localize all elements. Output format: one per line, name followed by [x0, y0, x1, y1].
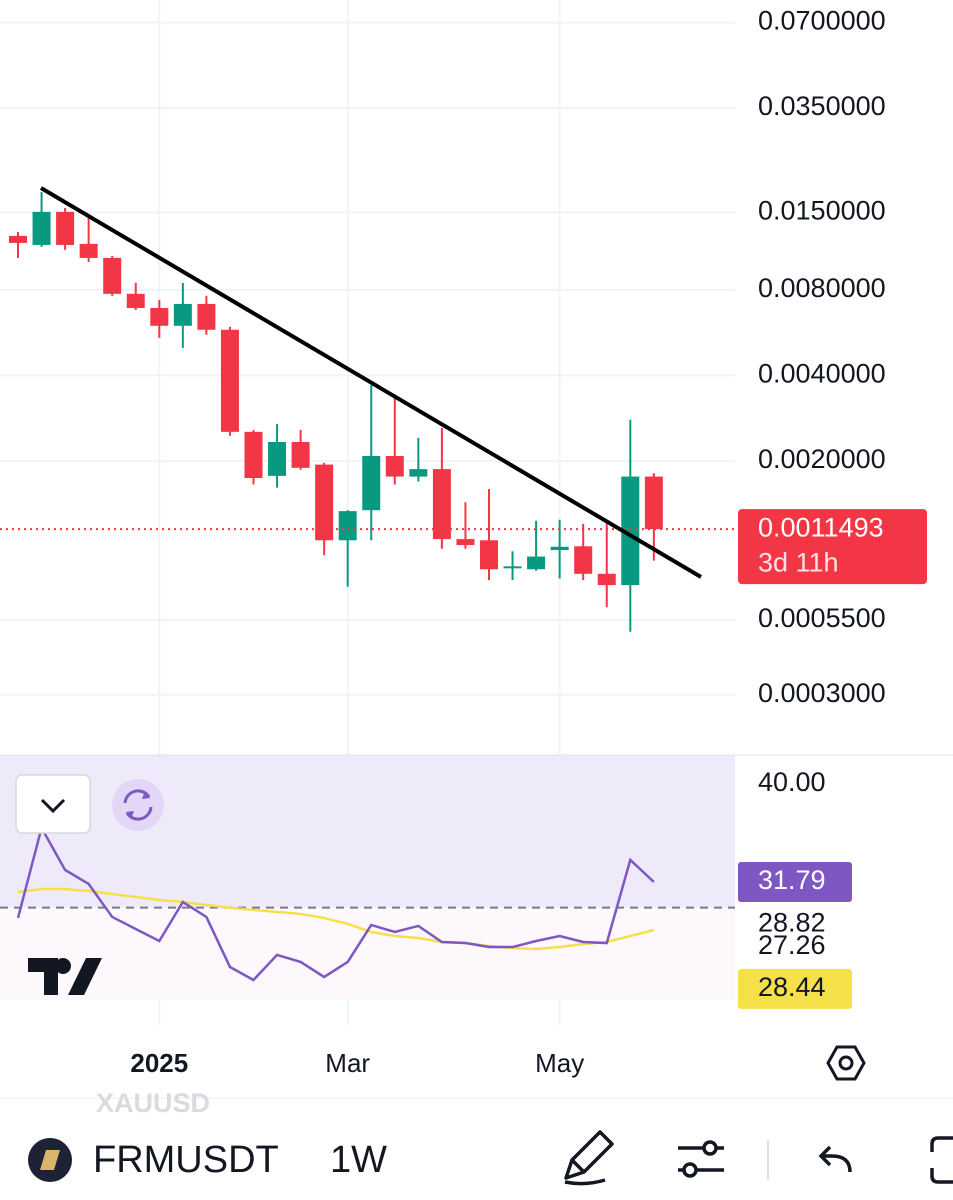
- value-badge: [738, 968, 852, 1009]
- rsi-line: [17, 887, 655, 951]
- interval[interactable]: 1W: [330, 1139, 387, 1181]
- candle-body: [79, 243, 98, 258]
- last-price-badge: [738, 509, 927, 585]
- candle-body: [456, 539, 475, 546]
- watermark: XAUUSD: [96, 1088, 210, 1118]
- panes: [0, 0, 953, 1025]
- candle-body: [362, 455, 381, 511]
- candle-body: [315, 464, 334, 541]
- indicators-button[interactable]: [678, 1140, 724, 1178]
- candle-body: [150, 307, 169, 326]
- y-tick-label: 0.0005500: [758, 603, 886, 633]
- y-tick-label: 0.0150000: [758, 196, 886, 226]
- y-tick-label: 0.0700000: [758, 6, 886, 36]
- x-tick-label: May: [535, 1048, 584, 1078]
- candle-body: [550, 546, 569, 551]
- collapse-button[interactable]: [15, 774, 91, 834]
- y-tick-label: 0.0040000: [758, 358, 886, 388]
- trend-line: [39, 186, 703, 579]
- x-tick-label: 2025: [130, 1048, 188, 1078]
- candle-body: [173, 303, 192, 326]
- tv-logo: [28, 958, 102, 995]
- candle-body: [574, 546, 593, 574]
- settings-icon: [838, 1055, 854, 1071]
- y-tick-label: 0.0350000: [758, 91, 886, 121]
- candle-body: [32, 211, 51, 245]
- candle-body: [409, 469, 428, 477]
- refresh-arrows: [126, 791, 150, 819]
- candle-body: [220, 329, 239, 432]
- candle-body: [644, 476, 663, 530]
- rsi-band: [0, 755, 735, 908]
- candle-body: [9, 235, 27, 243]
- candle-body: [244, 431, 263, 478]
- value-badge-label: 31.79: [758, 865, 826, 895]
- countdown: 3d 11h: [758, 547, 839, 577]
- y-tick-label: 0.0003000: [758, 678, 886, 708]
- y-tick-label: 0.0080000: [758, 273, 886, 303]
- candle-body: [621, 476, 640, 586]
- candle-body: [291, 441, 310, 468]
- candle-body: [480, 540, 498, 570]
- symbol[interactable]: FRMUSDT: [93, 1139, 279, 1181]
- candle-body: [126, 293, 145, 308]
- candle-body: [597, 573, 616, 586]
- last-price-label: 0.0011493: [758, 512, 884, 542]
- y-tick-label: 40.00: [758, 767, 826, 797]
- marks: [0, 191, 738, 982]
- labels: 2025 Mar May 0.0700000 0.0350000 0.0150000 0.0…: [130, 6, 927, 1078]
- tv-logo-dot: [55, 958, 71, 974]
- candle-body: [56, 211, 75, 245]
- fullscreen-button[interactable]: [930, 1136, 953, 1184]
- candle-body: [197, 303, 216, 330]
- candle-body: [103, 257, 122, 294]
- y-tick-label: 28.82: [758, 908, 826, 938]
- chevron-icon: [40, 798, 66, 814]
- rsi-lower-band: [0, 907, 735, 1000]
- y-tick-label: 0.0020000: [758, 444, 886, 474]
- candle-body: [527, 556, 546, 570]
- candle-body: [338, 511, 357, 541]
- candle-body: [432, 469, 451, 540]
- candle-body: [385, 455, 404, 477]
- candle-body: [268, 441, 287, 476]
- draw-button[interactable]: [564, 1130, 614, 1186]
- x-tick-label: Mar: [325, 1048, 370, 1078]
- symbol-logo: [40, 1150, 60, 1170]
- undo-button[interactable]: [818, 1145, 852, 1173]
- value-badge-label: 28.44: [758, 972, 826, 1002]
- candle-body: [503, 566, 522, 569]
- refresh-button[interactable]: [112, 779, 164, 831]
- settings-button[interactable]: [826, 1045, 866, 1081]
- y-tick-label: 27.26: [758, 930, 826, 960]
- value-badge: [738, 861, 852, 902]
- rsi-line: [16, 824, 655, 982]
